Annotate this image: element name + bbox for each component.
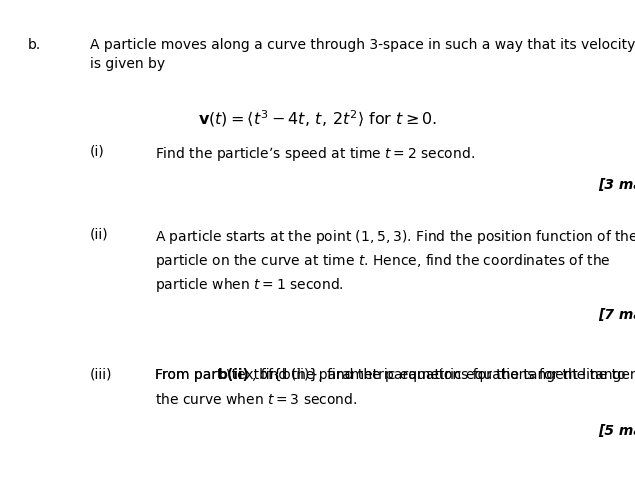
Text: From part: From part — [155, 367, 227, 381]
Text: the curve when $t = 3$ second.: the curve when $t = 3$ second. — [155, 391, 358, 406]
Text: particle on the curve at time $t$. Hence, find the coordinates of the: particle on the curve at time $t$. Hence… — [155, 252, 611, 269]
Text: A particle starts at the point $\left(1, 5, 3\right)$. Find the position functio: A particle starts at the point $\left(1,… — [155, 228, 635, 245]
Text: (i): (i) — [90, 144, 105, 159]
Text: [5 marks]: [5 marks] — [598, 423, 635, 437]
Text: , find the parametric equations for the tangent line to: , find the parametric equations for the … — [255, 367, 629, 381]
Text: A particle moves along a curve through 3-space in such a way that its velocity: A particle moves along a curve through 3… — [90, 38, 635, 52]
Text: particle when $t = 1$ second.: particle when $t = 1$ second. — [155, 276, 344, 293]
Text: b(ii): b(ii) — [218, 367, 250, 381]
Text: b.: b. — [28, 38, 41, 52]
Bar — [90, 361, 635, 389]
Text: , find the parametric equations for the tangent line to: , find the parametric equations for the … — [252, 367, 625, 381]
Text: $\mathbf{v}(t) = \left\langle t^3 - 4t,\, t,\, 2t^2 \right\rangle$ for $t \geq 0: $\mathbf{v}(t) = \left\langle t^3 - 4t,\… — [199, 108, 438, 129]
Text: (ii): (ii) — [90, 228, 109, 241]
Text: [3 marks]: [3 marks] — [598, 178, 635, 192]
Text: [7 marks]: [7 marks] — [598, 307, 635, 321]
Text: (iii): (iii) — [90, 367, 112, 381]
Text: is given by: is given by — [90, 57, 165, 71]
Text: From part: From part — [155, 367, 227, 381]
Text: b(ii): b(ii) — [221, 367, 253, 381]
Text: From part \textbf{b(ii)}, find the parametric equations for the tangent line to: From part \textbf{b(ii)}, find the param… — [155, 367, 635, 381]
Text: Find the particle’s speed at time $t = 2$ second.: Find the particle’s speed at time $t = 2… — [155, 144, 475, 163]
